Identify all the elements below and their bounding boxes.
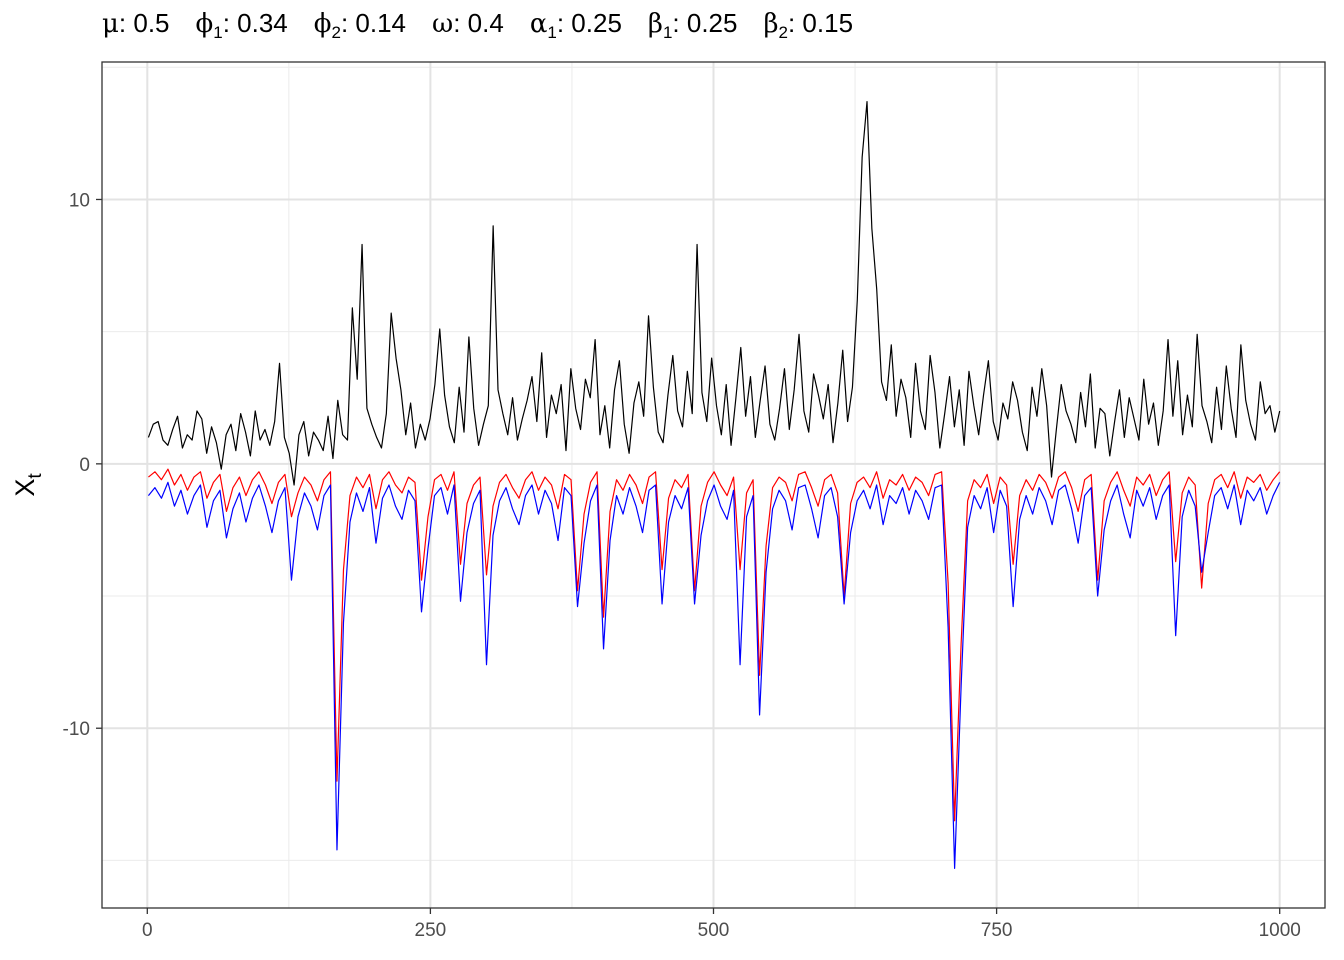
chart-title: μ: 0.5 ϕ1: 0.34 ϕ2: 0.14 ω: 0.4 α1: 0.25 β1: … (102, 8, 879, 43)
x-tick-label: 0 (142, 920, 153, 941)
title-param-2: ϕ2: 0.14 (313, 8, 407, 43)
series-line-2 (147, 481, 1281, 869)
title-param-0: μ: 0.5 (102, 8, 170, 39)
title-param-4: α1: 0.25 (529, 8, 622, 43)
y-tick-label: 10 (69, 190, 90, 211)
x-tick-label: 250 (415, 920, 447, 941)
y-axis-title: Xt (10, 473, 46, 497)
x-tick-label: 1000 (1259, 920, 1301, 941)
x-tick-label: 500 (698, 920, 730, 941)
series-line-1 (148, 468, 1281, 822)
title-param-1: ϕ1: 0.34 (195, 8, 288, 43)
x-axis: 0 250 500 750 1000 (142, 908, 1301, 941)
title-param-6: β2: 0.15 (763, 8, 854, 43)
series-layer (147, 101, 1281, 869)
y-tick-label: 0 (79, 455, 90, 476)
x-tick-label: 750 (981, 920, 1013, 941)
y-tick-label: -10 (63, 719, 90, 740)
title-param-3: ω: 0.4 (432, 8, 504, 39)
series-line-0 (147, 101, 1281, 486)
y-axis: -10 0 10 (63, 190, 102, 740)
title-param-5: β1: 0.25 (647, 8, 738, 43)
